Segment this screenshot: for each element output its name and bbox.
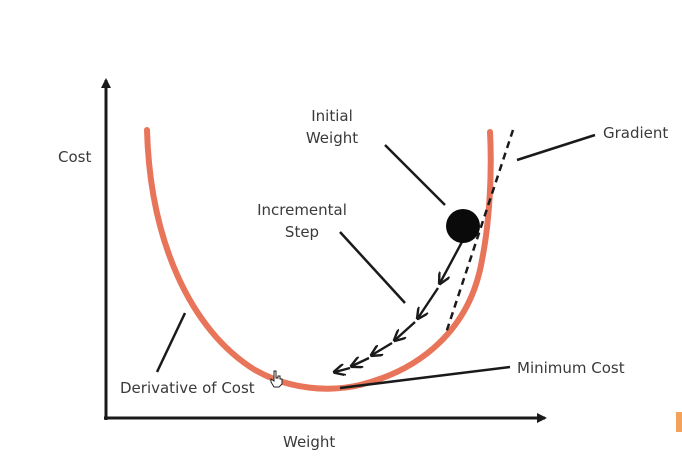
step-arrow-4 <box>372 341 393 355</box>
incremental-step-label-line1: Incremental <box>257 201 347 219</box>
y-axis-label: Cost <box>58 148 92 166</box>
initial-weight-label-line1: Initial <box>311 107 353 125</box>
step-arrow-6 <box>335 368 351 372</box>
initial-weight-ball <box>446 209 480 243</box>
initial-weight-pointer <box>384 144 446 206</box>
hand-pointer-icon <box>270 370 284 392</box>
gradient-pointer <box>516 133 596 162</box>
step-arrow-1 <box>440 239 465 283</box>
incremental-step-pointer <box>339 231 406 304</box>
initial-weight-label-line2: Weight <box>305 129 359 147</box>
x-axis-label: Weight <box>283 433 336 451</box>
step-arrow-3 <box>395 321 416 340</box>
derivative-of-cost-label: Derivative of Cost <box>120 379 255 397</box>
incremental-step-label: Incremental Step <box>250 199 354 243</box>
gradient-label: Gradient <box>603 124 669 142</box>
step-arrow-5 <box>352 358 370 366</box>
step-arrow-2 <box>418 287 439 318</box>
incremental-step-label-line2: Step <box>284 223 320 241</box>
derivative-pointer <box>155 312 187 373</box>
edge-accent <box>676 412 682 432</box>
initial-weight-label: Initial Weight <box>300 105 364 149</box>
minimum-cost-pointer <box>339 365 511 390</box>
minimum-cost-label: Minimum Cost <box>517 359 625 377</box>
cost-curve <box>144 127 494 392</box>
